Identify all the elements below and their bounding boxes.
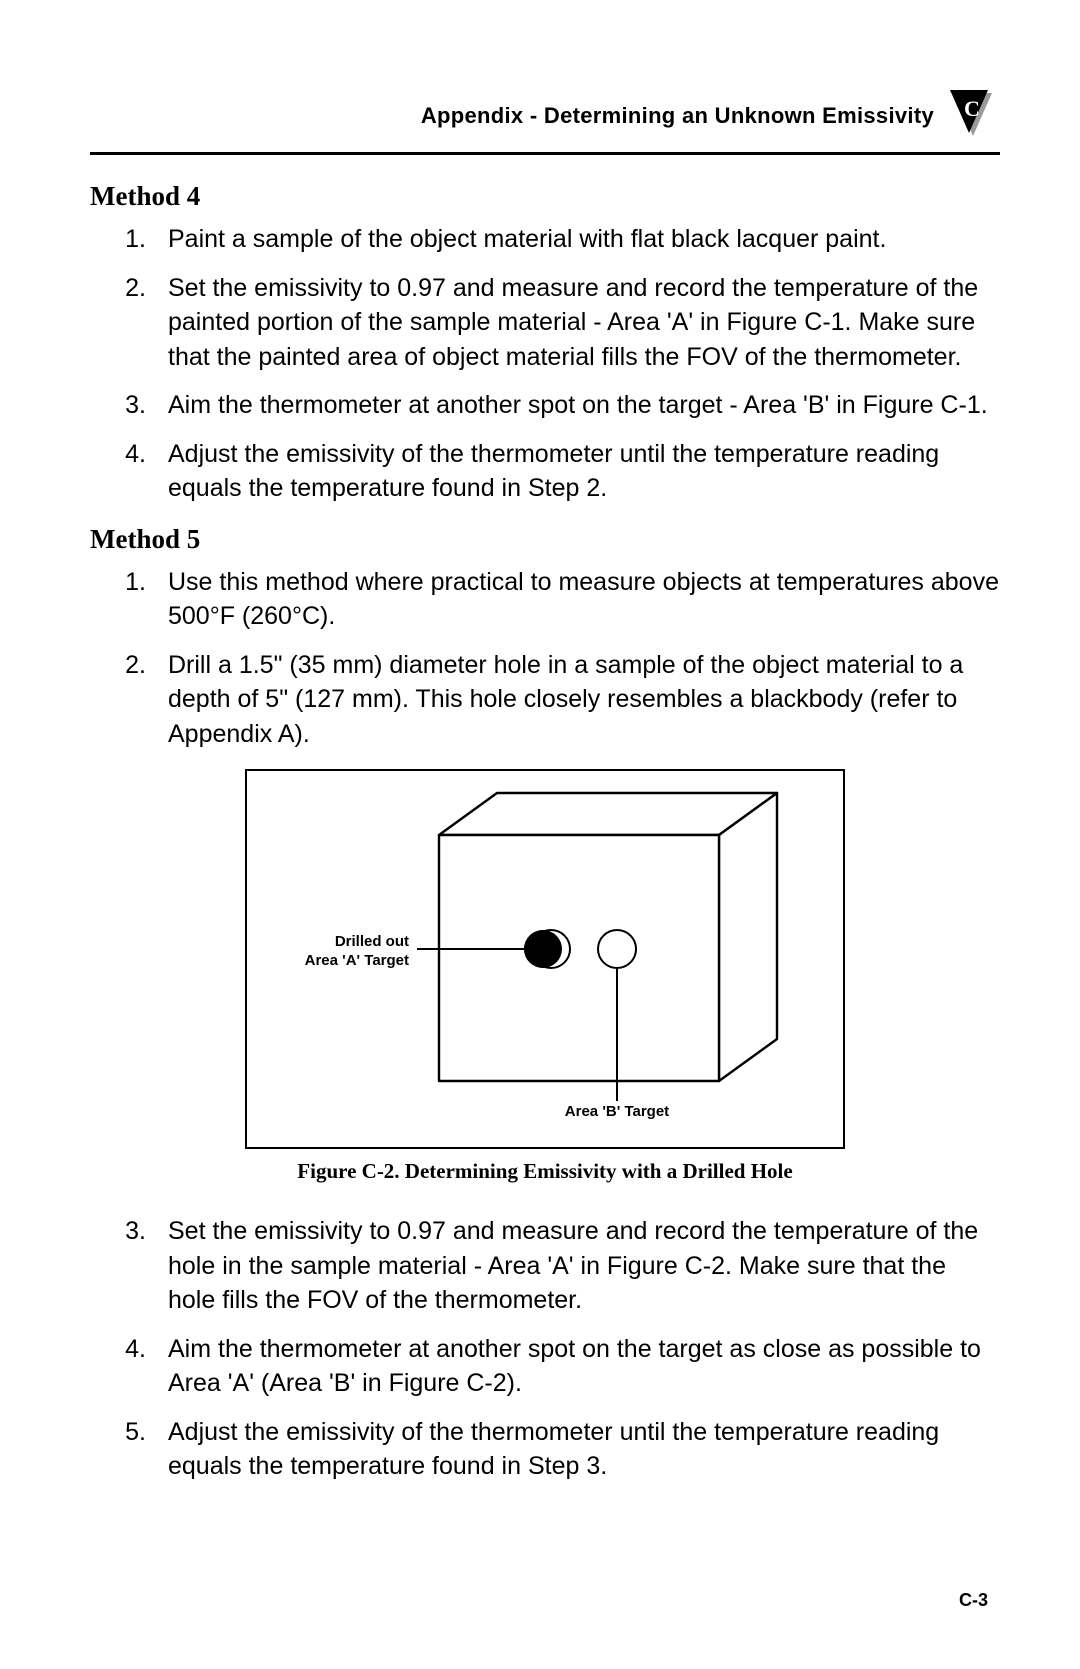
list-item: 4.Aim the thermometer at another spot on… [90,1332,1000,1401]
method4-steps: 1.Paint a sample of the object material … [90,222,1000,506]
list-item: 2.Drill a 1.5" (35 mm) diameter hole in … [90,648,1000,752]
header-rule [90,152,1000,155]
appendix-badge-letter: C [948,96,996,122]
method5-steps-bottom: 3.Set the emissivity to 0.97 and measure… [90,1214,1000,1484]
figure-caption: Figure C-2. Determining Emissivity with … [297,1159,792,1184]
appendix-badge: C [948,90,996,142]
list-item: 1.Use this method where practical to mea… [90,565,1000,634]
list-item: 4.Adjust the emissivity of the thermomet… [90,437,1000,506]
list-item: 3.Aim the thermometer at another spot on… [90,388,1000,423]
figure-label-area-a: Drilled out Area 'A' Target [305,933,409,971]
list-item: 3.Set the emissivity to 0.97 and measure… [90,1214,1000,1318]
figure-label-area-b: Area 'B' Target [547,1103,687,1122]
list-item: 1.Paint a sample of the object material … [90,222,1000,257]
list-item: 5.Adjust the emissivity of the thermomet… [90,1415,1000,1484]
method5-heading: Method 5 [90,524,1000,555]
page-number: C-3 [959,1590,988,1611]
method5-steps-top: 1.Use this method where practical to mea… [90,565,1000,752]
page-header: Appendix - Determining an Unknown Emissi… [90,90,1000,142]
header-title: Appendix - Determining an Unknown Emissi… [421,103,934,129]
list-item: 2.Set the emissivity to 0.97 and measure… [90,271,1000,375]
figure-c2: Drilled out Area 'A' Target Area 'B' Tar… [90,769,1000,1206]
figure-box: Drilled out Area 'A' Target Area 'B' Tar… [245,769,845,1149]
method4-heading: Method 4 [90,181,1000,212]
